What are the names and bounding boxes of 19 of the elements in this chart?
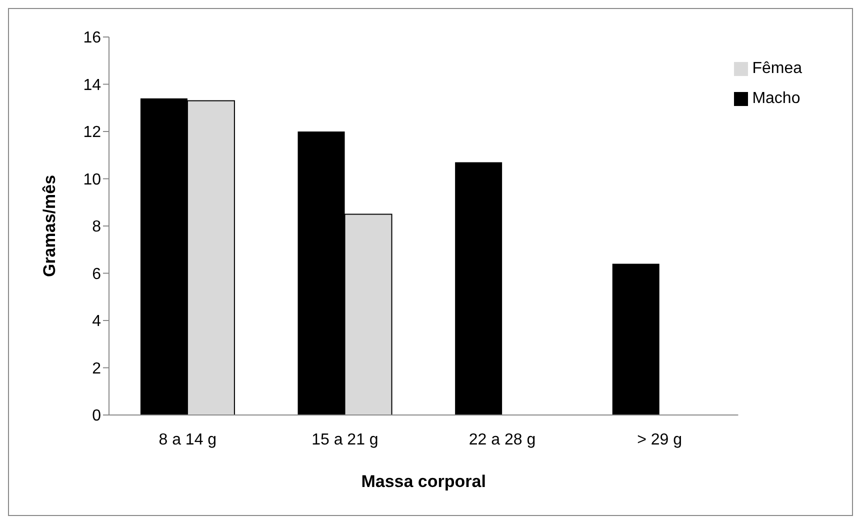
- y-axis-title: Gramas/mês: [40, 174, 60, 278]
- x-tick-label: > 29 g: [637, 431, 682, 448]
- y-tick-label: 8: [92, 218, 102, 236]
- legend-label: Macho: [752, 90, 800, 107]
- y-tick-label: 4: [92, 313, 102, 330]
- bar: [612, 264, 660, 415]
- x-tick-label: 8 a 14 g: [158, 431, 217, 448]
- y-tick-label: 6: [92, 266, 102, 283]
- y-tick-label: 0: [92, 408, 102, 425]
- legend-label: Fêmea: [752, 60, 802, 77]
- x-axis-title: Massa corporal: [361, 472, 486, 491]
- x-tick-label: 15 a 21 g: [312, 431, 378, 448]
- bar: [455, 162, 502, 415]
- y-tick-label: 12: [83, 124, 102, 142]
- x-tick-label: 22 a 28 g: [468, 431, 536, 448]
- y-tick-label: 16: [83, 30, 102, 47]
- y-tick-label: 14: [83, 76, 102, 94]
- y-tick-label: 10: [83, 171, 102, 188]
- y-tick-label: 2: [92, 360, 102, 378]
